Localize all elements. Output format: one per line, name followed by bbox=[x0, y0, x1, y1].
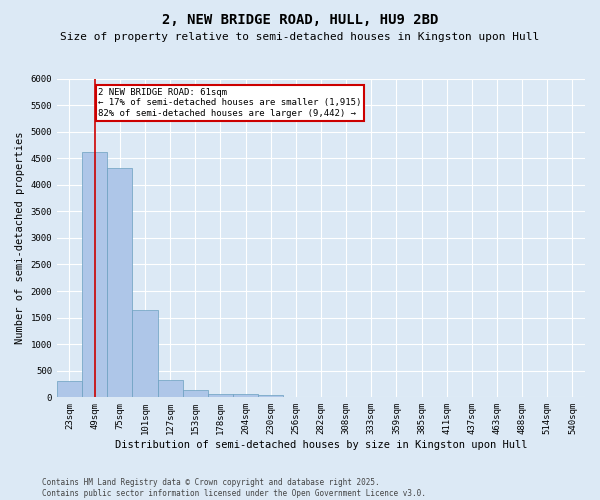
Bar bbox=[82, 152, 107, 398]
Bar bbox=[182, 390, 208, 398]
Bar bbox=[208, 394, 233, 398]
Bar bbox=[233, 394, 258, 398]
Text: 2, NEW BRIDGE ROAD, HULL, HU9 2BD: 2, NEW BRIDGE ROAD, HULL, HU9 2BD bbox=[162, 12, 438, 26]
Bar bbox=[57, 381, 82, 398]
Text: Size of property relative to semi-detached houses in Kingston upon Hull: Size of property relative to semi-detach… bbox=[61, 32, 539, 42]
Bar bbox=[133, 310, 158, 398]
Y-axis label: Number of semi-detached properties: Number of semi-detached properties bbox=[15, 132, 25, 344]
Bar bbox=[258, 395, 283, 398]
Text: Contains HM Land Registry data © Crown copyright and database right 2025.
Contai: Contains HM Land Registry data © Crown c… bbox=[42, 478, 426, 498]
Bar bbox=[158, 380, 182, 398]
Bar bbox=[107, 168, 133, 398]
X-axis label: Distribution of semi-detached houses by size in Kingston upon Hull: Distribution of semi-detached houses by … bbox=[115, 440, 527, 450]
Text: 2 NEW BRIDGE ROAD: 61sqm
← 17% of semi-detached houses are smaller (1,915)
82% o: 2 NEW BRIDGE ROAD: 61sqm ← 17% of semi-d… bbox=[98, 88, 362, 118]
